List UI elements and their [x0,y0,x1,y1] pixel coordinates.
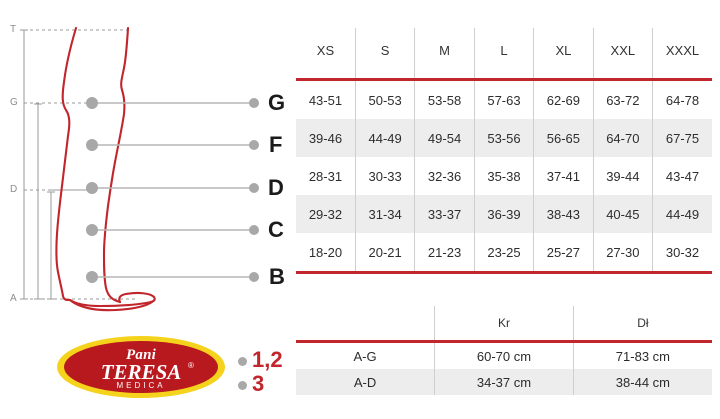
compression-class-legend: 1,2 3 [238,347,296,405]
cell: 21-23 [414,233,475,271]
table-row: 28-31 30-33 32-36 35-38 37-41 39-44 43-4… [296,157,712,195]
row-label-ag: A-G [353,348,377,364]
point-label-d: D [268,175,284,200]
leg-outline-icon [55,26,156,312]
col-header-s: S [354,28,415,78]
red-rule [296,271,712,274]
cell: 43-47 [652,157,712,195]
cell: 39-46 [296,119,356,157]
cell: 38-44 cm [572,369,712,395]
axis-label-a: A [10,293,17,304]
cell: 29-32 [296,195,356,233]
leg-measurement-diagram: T G D A G F D C B [0,0,296,419]
axis-label-g: G [10,97,18,108]
cell: 20-21 [354,233,415,271]
cell: 25-27 [533,233,594,271]
length-table-grid: Kr Dł A-G 60-70 cm 71-83 cm A-D 34-37 cm… [296,306,712,395]
cell: 37-41 [533,157,594,195]
col-header-blank [296,306,435,340]
header-divider-rule [296,78,712,81]
cell: 67-75 [652,119,712,157]
cell: 62-69 [533,81,594,119]
registered-mark-icon: ® [188,361,194,370]
logo-inner-ellipse: Pani TERESA ® MEDICA [64,341,218,393]
leg-diagram-svg [20,26,259,312]
brand-logo: Pani TERESA ® MEDICA [57,336,225,398]
cell: 27-30 [592,233,653,271]
col-header-xs: XS [316,42,335,58]
cell: 49-54 [414,119,475,157]
table-row: A-G 60-70 cm 71-83 cm [296,343,712,369]
size-table-header-row: XS S M L XL XXL XXXL [296,28,712,78]
cell: 56-65 [533,119,594,157]
cell: 23-25 [473,233,534,271]
point-label-f: F [269,132,282,157]
col-header-dl: Dł [572,306,712,340]
cell: 44-49 [354,119,415,157]
col-header-xl: XL [533,28,594,78]
table-row: 39-46 44-49 49-54 53-56 56-65 64-70 67-7… [296,119,712,157]
cell: 30-33 [354,157,415,195]
cell: 35-38 [473,157,534,195]
class-label-12: 1,2 [252,347,283,372]
cell: 44-49 [652,195,712,233]
cell: 63-72 [592,81,653,119]
axis-label-t: T [10,24,17,35]
footer-divider-rule [296,271,712,274]
cell: 28-31 [308,168,343,184]
cell: 57-63 [473,81,534,119]
guide-lines [24,29,135,300]
table-row: A-D 34-37 cm 38-44 cm [296,369,712,395]
cell: 50-53 [354,81,415,119]
length-table: Kr Dł A-G 60-70 cm 71-83 cm A-D 34-37 cm… [296,306,712,402]
table-row: 18-20 20-21 21-23 23-25 25-27 27-30 30-3… [296,233,712,271]
length-table-header-row: Kr Dł [296,306,712,340]
length-divider-rule [296,340,712,343]
col-header-m: M [414,28,475,78]
row-label-ad: A-D [296,369,435,395]
point-label-g: G [268,90,285,115]
cell: 43-51 [308,92,343,108]
compression-class-item: 1,2 [238,347,296,373]
cell: 53-58 [414,81,475,119]
size-table-grid: XS S M L XL XXL XXXL 43-51 50-53 53-58 5… [296,28,712,274]
size-table: XS S M L XL XXL XXXL 43-51 50-53 53-58 5… [296,28,712,300]
col-header-l: L [473,28,534,78]
cell: 36-39 [473,195,534,233]
logo-text-medica: MEDICA [116,381,166,390]
col-header-xxxl: XXXL [652,28,712,78]
class-dot-icon [238,381,247,390]
point-label-c: C [268,217,284,242]
cell: 33-37 [414,195,475,233]
table-row: 29-32 31-34 33-37 36-39 38-43 40-45 44-4… [296,195,712,233]
class-dot-icon [238,357,247,366]
cell: 38-43 [533,195,594,233]
table-row: 43-51 50-53 53-58 57-63 62-69 63-72 64-7… [296,81,712,119]
cell: 30-32 [652,233,712,271]
class-label-3: 3 [252,371,265,396]
col-header-kr: Kr [434,306,574,340]
red-rule [296,340,712,343]
compression-class-item: 3 [238,371,296,397]
cell: 31-34 [354,195,415,233]
measure-bars [20,29,55,300]
cell: 18-20 [308,244,343,260]
cell: 39-44 [592,157,653,195]
axis-label-d: D [10,184,18,195]
cell: 64-78 [652,81,712,119]
measurement-points [86,97,259,283]
point-label-b: B [269,264,285,289]
cell: 64-70 [592,119,653,157]
col-header-xxl: XXL [592,28,653,78]
cell: 34-37 cm [434,369,574,395]
cell: 53-56 [473,119,534,157]
logo-text-teresa: TERESA [100,360,182,384]
logo-text-pani: Pani [126,347,156,363]
cell: 71-83 cm [572,343,712,369]
cell: 32-36 [414,157,475,195]
cell: 60-70 cm [434,343,574,369]
cell: 40-45 [592,195,653,233]
red-rule [296,78,712,81]
